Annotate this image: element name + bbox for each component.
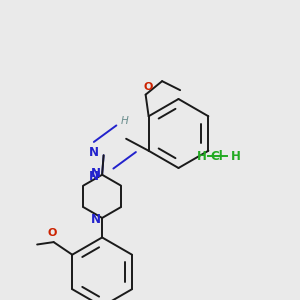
Text: N: N (89, 146, 99, 159)
Text: N: N (91, 213, 100, 226)
Text: O: O (144, 82, 153, 92)
Text: H: H (230, 149, 240, 163)
Text: H: H (121, 116, 128, 126)
Text: O: O (47, 229, 57, 238)
Text: H: H (196, 149, 206, 163)
Text: N: N (88, 170, 98, 183)
Text: Cl: Cl (210, 149, 223, 163)
Text: N: N (91, 167, 100, 180)
